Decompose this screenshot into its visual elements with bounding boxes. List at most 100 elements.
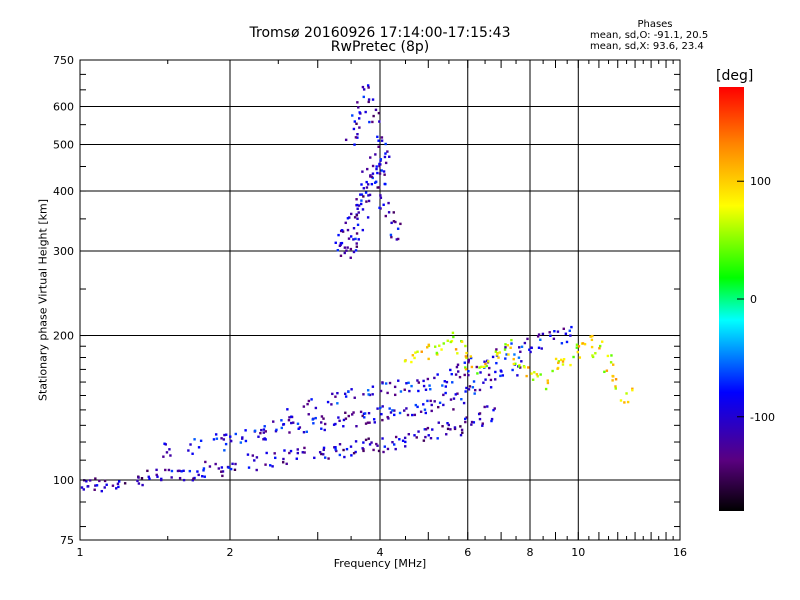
data-point	[337, 233, 340, 237]
data-point	[360, 183, 363, 186]
data-point	[464, 420, 467, 424]
data-point	[361, 85, 365, 89]
data-point	[88, 479, 92, 482]
data-point	[367, 86, 370, 89]
data-point	[426, 377, 430, 381]
data-point	[255, 456, 259, 459]
data-point	[341, 230, 345, 233]
data-point	[368, 120, 371, 124]
data-point	[379, 158, 383, 161]
data-point	[470, 420, 474, 424]
data-point	[499, 369, 503, 372]
data-point	[464, 368, 468, 371]
data-point	[389, 411, 393, 414]
data-point	[416, 350, 419, 353]
data-point	[383, 173, 386, 176]
data-point	[340, 229, 344, 232]
data-point	[262, 431, 266, 434]
data-point	[445, 380, 449, 384]
data-point	[506, 344, 510, 347]
data-point	[459, 433, 463, 437]
data-point	[614, 387, 617, 390]
data-point	[350, 454, 353, 457]
data-point	[229, 467, 233, 471]
data-point	[93, 488, 96, 491]
data-point	[356, 217, 359, 220]
data-point	[355, 232, 359, 235]
data-point	[495, 348, 498, 351]
data-point	[625, 392, 628, 395]
data-point	[354, 450, 357, 454]
data-point	[465, 386, 468, 390]
data-point	[340, 241, 344, 245]
data-point	[348, 216, 351, 219]
chart-title: Tromsø 20160926 17:14:00-17:15:43	[249, 25, 511, 41]
data-point	[221, 474, 224, 478]
data-point	[372, 448, 375, 452]
data-point	[343, 392, 347, 396]
data-point	[472, 380, 476, 383]
data-point	[478, 366, 481, 369]
data-point	[334, 395, 337, 398]
data-point	[368, 421, 371, 424]
data-point	[407, 381, 410, 385]
data-point	[170, 476, 173, 479]
x-tick-label: 2	[227, 546, 234, 559]
data-point	[86, 485, 90, 488]
data-point	[552, 337, 556, 340]
data-point	[388, 381, 392, 385]
data-point	[379, 389, 383, 393]
data-point	[342, 448, 345, 452]
data-point	[380, 169, 383, 172]
data-point	[259, 431, 262, 435]
data-point	[337, 416, 340, 419]
x-tick-label: 16	[673, 546, 687, 559]
data-point	[514, 362, 517, 366]
data-point	[455, 365, 459, 369]
data-point	[438, 401, 442, 404]
data-point	[449, 340, 452, 344]
data-point	[224, 442, 228, 446]
data-point	[578, 356, 582, 359]
data-point	[464, 344, 467, 348]
data-point	[376, 407, 379, 410]
data-point	[380, 412, 383, 416]
data-point	[359, 410, 363, 414]
data-point	[80, 486, 84, 489]
data-point	[415, 436, 418, 439]
data-point	[381, 381, 384, 384]
data-point	[376, 171, 379, 175]
data-point	[565, 340, 569, 344]
data-point	[371, 393, 374, 396]
data-point	[462, 401, 466, 405]
data-point	[282, 457, 285, 461]
data-point	[560, 342, 564, 345]
data-point	[465, 356, 468, 360]
data-point	[244, 429, 247, 432]
data-point	[583, 342, 587, 346]
data-point	[366, 389, 370, 392]
x-tick-label: 4	[377, 546, 384, 559]
data-point	[398, 411, 402, 415]
data-point	[274, 456, 277, 460]
data-point	[489, 386, 493, 389]
data-point	[246, 453, 250, 456]
data-point	[387, 417, 390, 420]
data-point	[606, 354, 610, 358]
data-point	[370, 441, 373, 444]
chart-subtitle: RwPretec (8p)	[330, 39, 430, 55]
data-point	[444, 391, 447, 395]
data-point	[367, 194, 370, 197]
data-point	[358, 117, 361, 120]
data-point	[322, 453, 325, 456]
data-point	[355, 242, 358, 245]
colorbar-ticks: 100 0 -100	[737, 175, 775, 424]
data-point	[364, 191, 368, 194]
data-point	[403, 360, 407, 363]
data-point	[292, 421, 295, 424]
data-point	[467, 361, 470, 364]
data-point	[581, 342, 585, 345]
data-point	[349, 247, 353, 251]
data-point	[162, 455, 165, 458]
data-point	[591, 334, 594, 338]
